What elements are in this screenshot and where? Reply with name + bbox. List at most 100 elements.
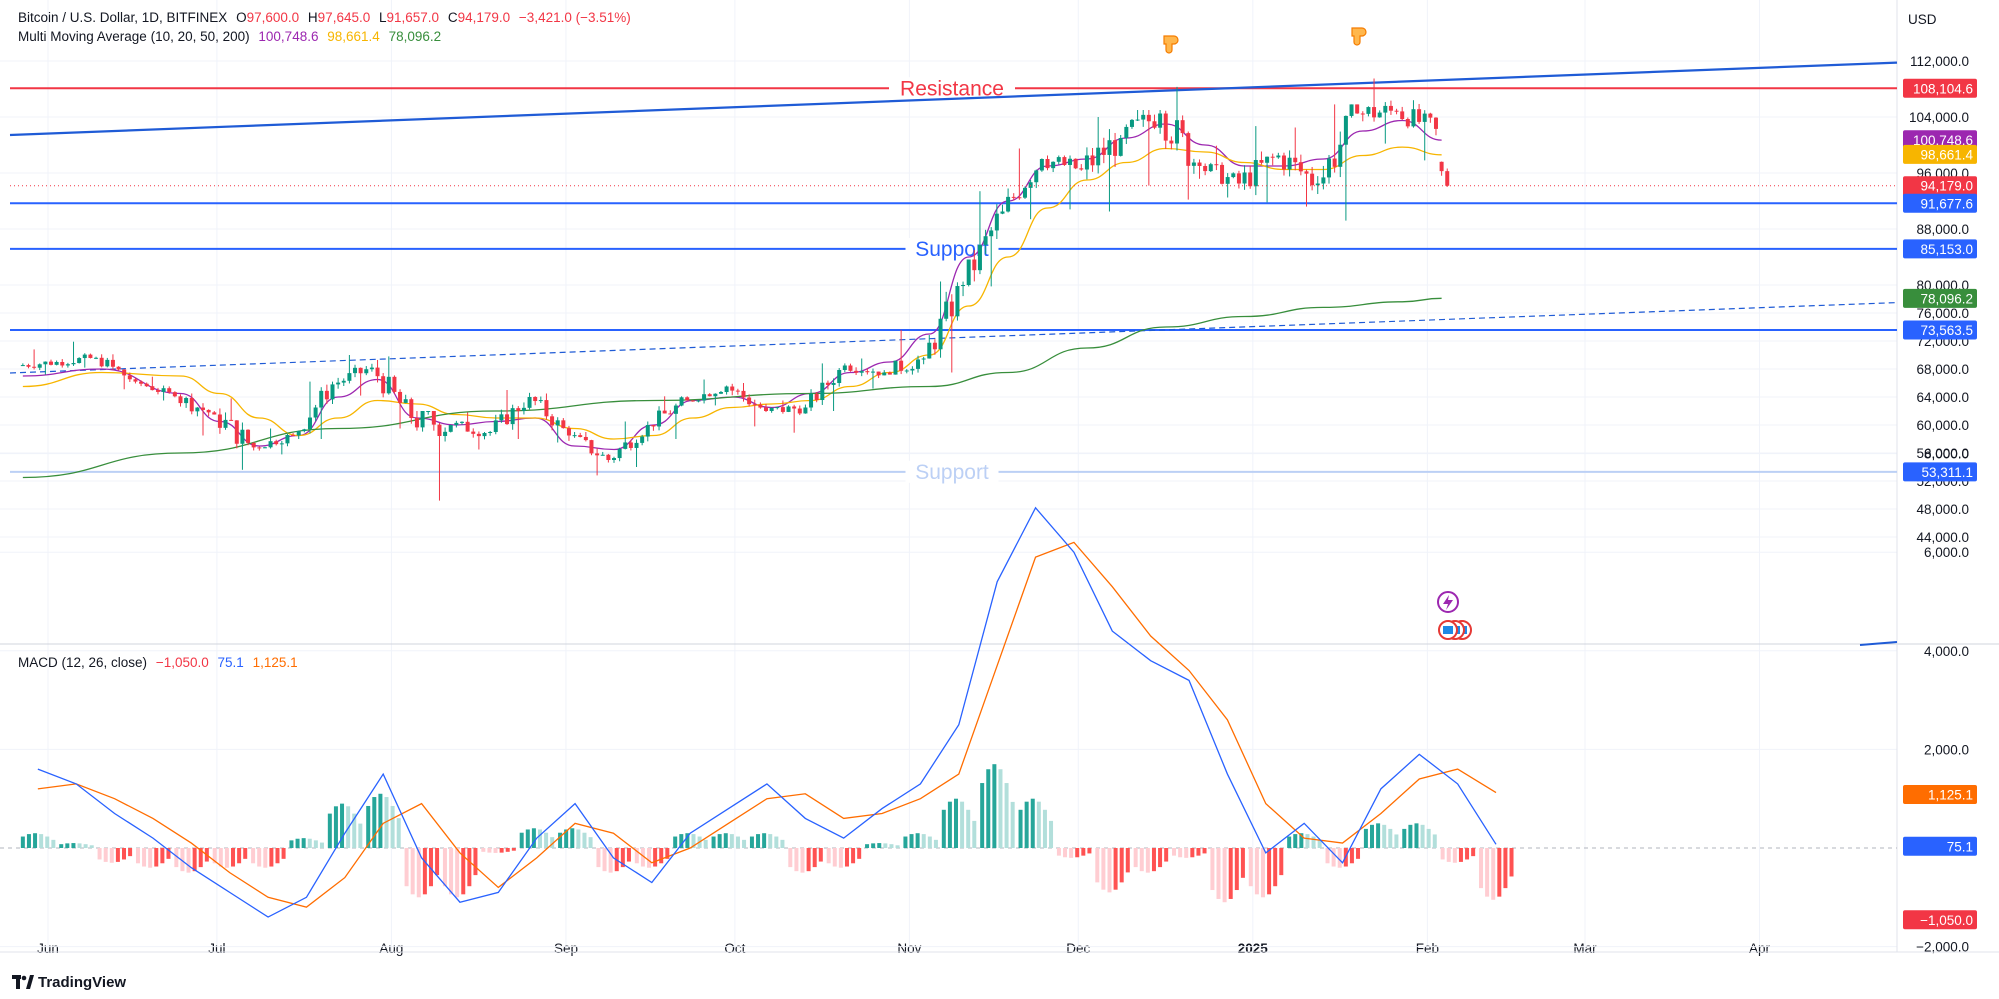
macd-histogram-bar [838, 848, 843, 868]
macd-label[interactable]: MACD (12, 26, close) [18, 655, 148, 670]
macd-histogram-bar [231, 848, 236, 867]
price-label-text: 85,153.0 [1920, 242, 1973, 257]
macd-histogram-bar [685, 833, 690, 848]
ma-legend: Multi Moving Average (10, 20, 50, 200) 1… [18, 29, 446, 44]
macd-histogram-bar [358, 823, 363, 848]
macd-histogram-bar [1196, 848, 1201, 856]
macd-histogram-bar [1049, 820, 1054, 848]
candle-body [212, 412, 217, 415]
candle-body [657, 410, 662, 427]
low-value: 91,657.0 [386, 10, 440, 25]
macd-line [37, 506, 1497, 918]
resistance-label: Resistance [900, 77, 1004, 100]
macd-histogram-bar [774, 836, 779, 848]
close-value: 94,179.0 [457, 10, 511, 25]
candle-body [330, 384, 335, 400]
x-tick-label: Sep [554, 941, 578, 956]
candle-body [696, 400, 701, 402]
macd-histogram-bar [416, 848, 421, 898]
candle-body [904, 370, 909, 372]
candle-body [505, 414, 510, 425]
candle-body [54, 362, 59, 365]
candle-body [167, 388, 172, 393]
candle-body [403, 399, 408, 403]
macd-histogram-bar [915, 833, 920, 848]
macd-histogram-bar [723, 833, 728, 848]
candle-body [1439, 161, 1444, 172]
x-tick-label: Dec [1066, 941, 1090, 956]
high-value: 97,645.0 [317, 10, 371, 25]
x-tick-label: Feb [1416, 941, 1439, 956]
price-label-bg [1903, 78, 1977, 98]
candle-body [1242, 172, 1247, 184]
macd-histogram-bar [871, 843, 876, 848]
macd-histogram-bar [1452, 848, 1457, 863]
price-label-bg [1903, 130, 1977, 150]
candle-body [234, 420, 239, 444]
candle-body [26, 365, 31, 367]
candle-body [893, 360, 898, 375]
candle-body [961, 285, 966, 287]
macd-histogram-bar [71, 843, 76, 848]
macd-histogram-bar [275, 848, 280, 864]
macd-hist-value: −1,050.0 [155, 655, 209, 670]
y-tick-label: 56,000.0 [1916, 446, 1969, 461]
currency-label[interactable]: USD [1908, 12, 1937, 27]
candle-body [1079, 168, 1084, 170]
candle-body [1180, 120, 1185, 134]
candle-body [206, 409, 211, 413]
macd-histogram-bar [564, 829, 569, 848]
macd-histogram-bar [487, 848, 492, 853]
price-label: 85,153.0 [1903, 239, 1977, 259]
macd-histogram-bar [826, 848, 831, 864]
candle-body [358, 367, 363, 374]
macd-histogram-bar [1479, 848, 1484, 889]
candle-body [1422, 113, 1427, 122]
tradingview-logo[interactable]: TradingView [12, 974, 126, 991]
macd-histogram-bar [1158, 848, 1163, 868]
ma-label[interactable]: Multi Moving Average (10, 20, 50, 200) [18, 29, 250, 44]
macd-histogram-bar [1139, 848, 1144, 872]
candle-body [1146, 114, 1151, 122]
candle-body [161, 388, 166, 392]
macd-histogram-bar [1363, 828, 1368, 848]
macd-histogram-bar [1004, 783, 1009, 848]
symbol-title[interactable]: Bitcoin / U.S. Dollar, 1D, BITFINEX [18, 10, 228, 25]
y-tick-label: 60,000.0 [1916, 418, 1969, 433]
macd-histogram-bar [883, 843, 888, 848]
macd-histogram-bar [960, 801, 965, 848]
macd-histogram-bar [927, 836, 932, 848]
macd-histogram-bar [442, 848, 447, 887]
macd-histogram-bar [588, 837, 593, 848]
hand-shape [1163, 35, 1179, 54]
macd-histogram-bar [832, 848, 837, 867]
macd-histogram-bar [1305, 834, 1310, 848]
price-label-bg [1903, 910, 1977, 930]
candle-body [623, 442, 628, 449]
macd-histogram-bar [531, 828, 536, 848]
candle-body [1270, 156, 1275, 158]
macd-histogram-bar [198, 848, 203, 868]
macd-histogram-bar [1036, 801, 1041, 848]
x-tick-label: 2025 [1238, 941, 1269, 956]
candle-body [43, 361, 48, 365]
macd-histogram-bar [1240, 848, 1245, 878]
candle-body [1197, 162, 1202, 166]
candle-body [336, 382, 341, 385]
support-label: Support [915, 461, 989, 484]
candle-body [673, 405, 678, 414]
macd-histogram-bar [499, 848, 504, 853]
price-label-bg [1903, 239, 1977, 259]
candle-body [1163, 113, 1168, 141]
candle-body [1186, 133, 1191, 166]
candle-body [1129, 119, 1134, 127]
candle-body [201, 407, 206, 410]
candle-body [1039, 159, 1044, 171]
candle-body [1208, 164, 1213, 172]
macd-histogram-bar [1331, 848, 1336, 867]
candle-body [1394, 110, 1399, 112]
candle-body [634, 442, 639, 448]
candle-body [1028, 182, 1033, 188]
moving-average-2 [22, 146, 1442, 440]
